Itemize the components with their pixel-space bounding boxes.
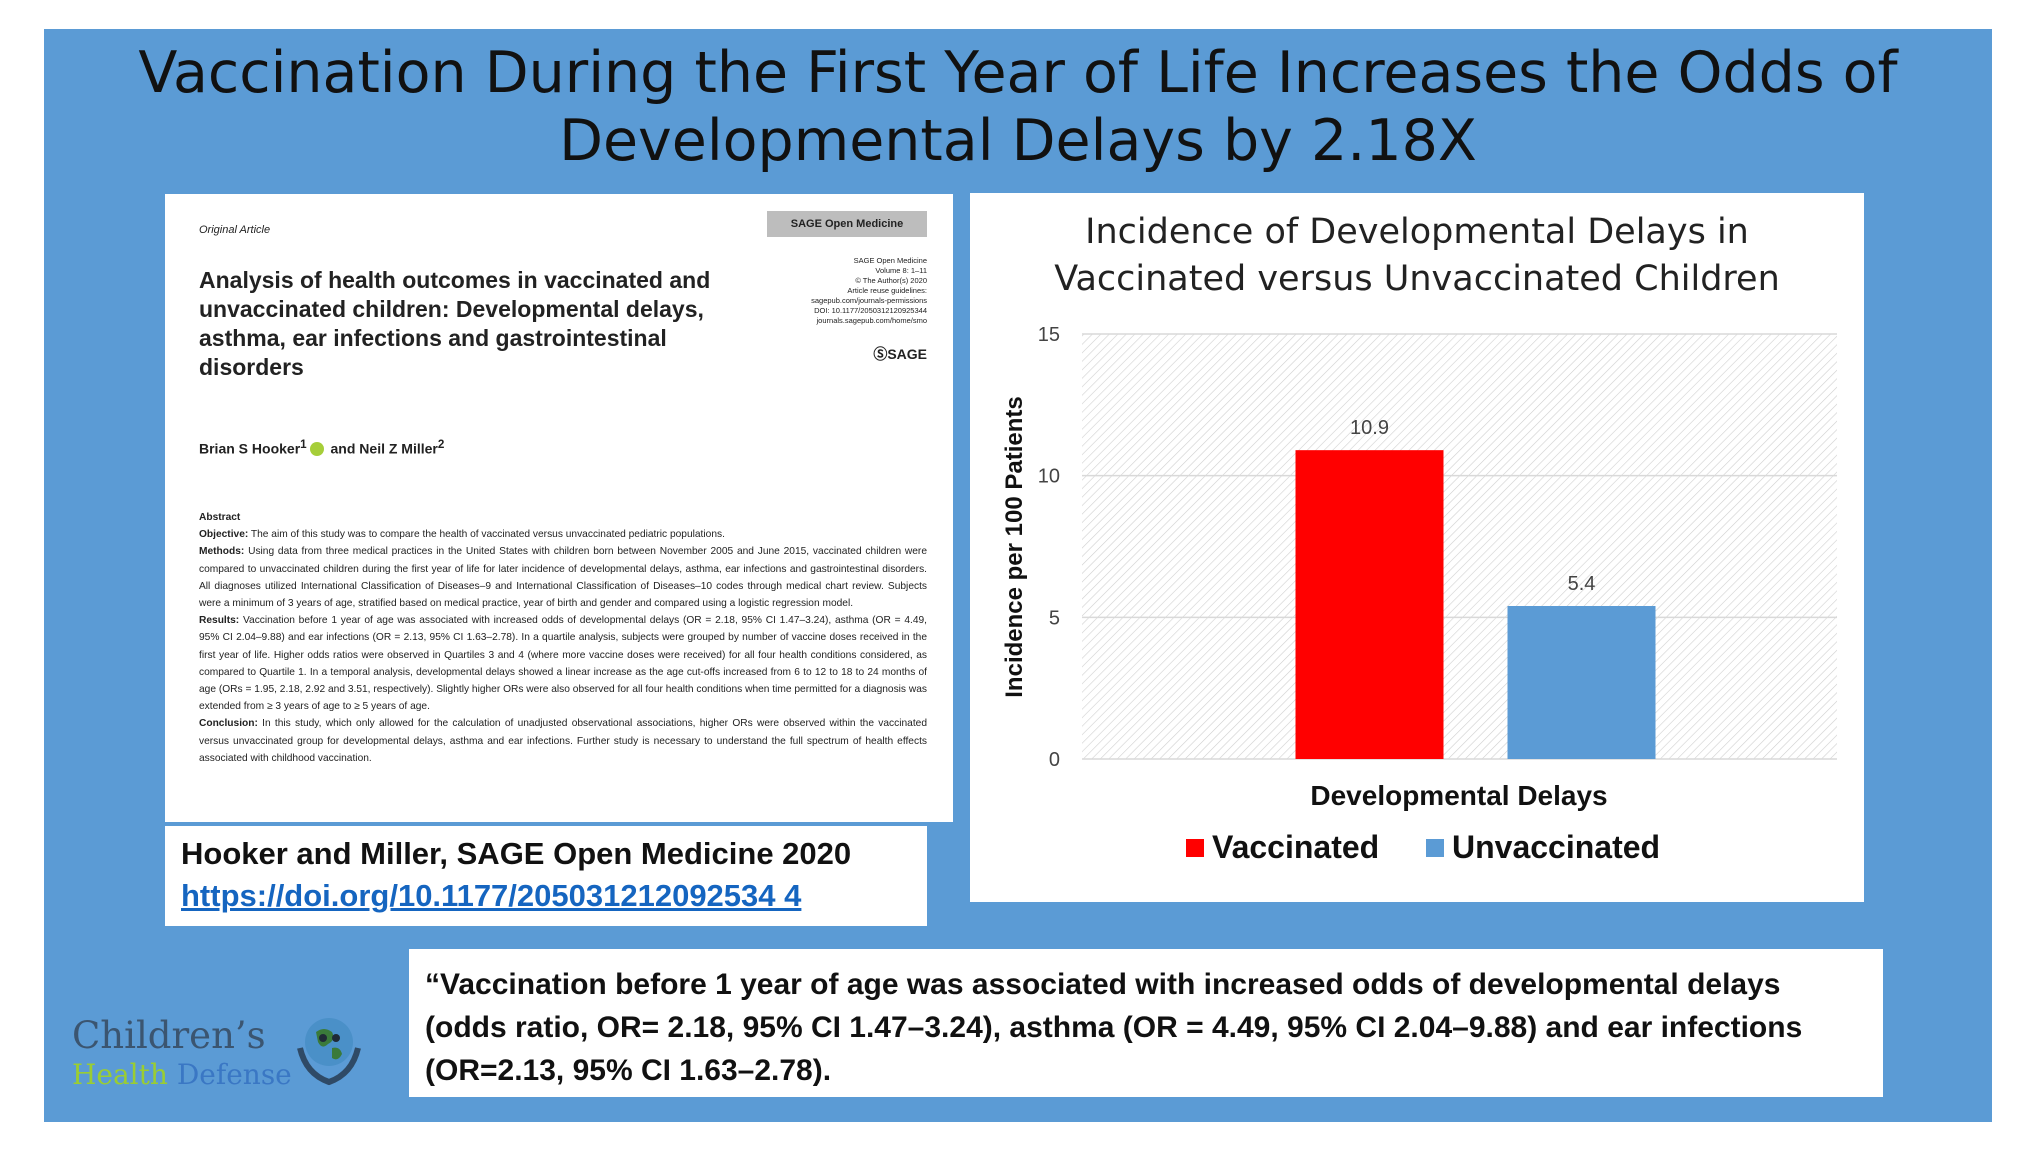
data-label: 5.4 xyxy=(1568,573,1596,595)
results-label: Results: xyxy=(199,615,239,626)
author-1: Brian S Hooker xyxy=(199,441,300,457)
bar-chart: Incidence of Developmental Delays in Vac… xyxy=(970,193,1864,902)
publisher-logo: ⓈSAGE xyxy=(767,344,927,364)
slide-title: Vaccination During the First Year of Lif… xyxy=(44,39,1992,175)
author-connector: and xyxy=(331,441,356,457)
doi-link[interactable]: https://doi.org/10.1177/205031212092534 … xyxy=(181,878,801,914)
chart-panel: Incidence of Developmental Delays in Vac… xyxy=(970,193,1864,902)
methods-text: Using data from three medical practices … xyxy=(199,546,927,609)
results-text: Vaccination before 1 year of age was ass… xyxy=(199,615,927,712)
quote-box: “Vaccination before 1 year of age was as… xyxy=(409,949,1883,1097)
y-axis-ticks: 0 5 10 15 xyxy=(1038,324,1060,771)
citation-text: Hooker and Miller, SAGE Open Medicine 20… xyxy=(181,836,851,872)
logo-word-health: Health xyxy=(72,1058,168,1091)
methods-label: Methods: xyxy=(199,546,244,557)
plot-area xyxy=(1082,334,1837,759)
y-tick-label: 0 xyxy=(1049,749,1060,771)
slide-background: Vaccination During the First Year of Lif… xyxy=(44,29,1992,1122)
legend: Vaccinated Unvaccinated xyxy=(1186,829,1660,865)
globe-hands-icon xyxy=(294,1008,364,1088)
article-type-label: Original Article xyxy=(199,224,270,236)
slide-title-line-1: Vaccination During the First Year of Lif… xyxy=(44,39,1992,107)
meta-line: sagepub.com/journals-permissions xyxy=(767,296,927,306)
paper-image: Original Article SAGE Open Medicine SAGE… xyxy=(165,194,953,822)
article-abstract: Abstract Objective: The aim of this stud… xyxy=(199,509,927,767)
meta-line: © The Author(s) 2020 xyxy=(767,276,927,286)
publisher-name: SAGE xyxy=(887,346,927,362)
legend-swatch-vaccinated xyxy=(1186,839,1204,857)
x-axis-label: Developmental Delays xyxy=(1310,780,1607,811)
data-label: 10.9 xyxy=(1350,417,1389,439)
chart-title-line-2: Vaccinated versus Unvaccinated Children xyxy=(1054,259,1780,299)
logo-line-2: Health Defense xyxy=(72,1058,292,1091)
bar-unvaccinated xyxy=(1508,606,1656,759)
meta-line: Volume 8: 1–11 xyxy=(767,266,927,276)
article-title: Analysis of health outcomes in vaccinate… xyxy=(199,266,739,382)
meta-line: DOI: 10.1177/2050312120925344 xyxy=(767,306,927,316)
y-tick-label: 15 xyxy=(1038,324,1060,346)
legend-swatch-unvaccinated xyxy=(1426,839,1444,857)
author-2: Neil Z Miller xyxy=(359,441,438,457)
author-1-affiliation: 1 xyxy=(300,438,306,451)
meta-line: journals.sagepub.com/home/smo xyxy=(767,316,927,326)
abstract-heading: Abstract xyxy=(199,512,240,523)
citation-box: Hooker and Miller, SAGE Open Medicine 20… xyxy=(165,826,927,926)
legend-label: Vaccinated xyxy=(1212,829,1379,865)
article-authors: Brian S Hooker1 and Neil Z Miller2 xyxy=(199,438,444,457)
meta-line: SAGE Open Medicine xyxy=(767,256,927,266)
author-2-affiliation: 2 xyxy=(438,438,444,451)
journal-badge: SAGE Open Medicine xyxy=(767,211,927,237)
logo-word-defense: Defense xyxy=(177,1058,292,1091)
objective-label: Objective: xyxy=(199,529,248,540)
meta-line: Article reuse guidelines: xyxy=(767,286,927,296)
objective-text: The aim of this study was to compare the… xyxy=(251,529,725,540)
childrens-health-defense-logo: Children’s Health Defense xyxy=(72,1014,372,1124)
orcid-icon xyxy=(310,442,324,456)
logo-line-1: Children’s xyxy=(72,1014,266,1057)
bar-vaccinated xyxy=(1296,450,1444,759)
y-tick-label: 5 xyxy=(1049,607,1060,629)
slide-title-line-2: Developmental Delays by 2.18X xyxy=(44,107,1992,175)
y-axis-label: Incidence per 100 Patients xyxy=(1001,396,1028,697)
article-meta: SAGE Open Medicine Volume 8: 1–11 © The … xyxy=(767,256,927,326)
conclusion-text: In this study, which only allowed for th… xyxy=(199,718,927,763)
chart-title-line-1: Incidence of Developmental Delays in xyxy=(1085,212,1749,252)
legend-label: Unvaccinated xyxy=(1452,829,1660,865)
y-tick-label: 10 xyxy=(1038,466,1060,488)
conclusion-label: Conclusion: xyxy=(199,718,258,729)
